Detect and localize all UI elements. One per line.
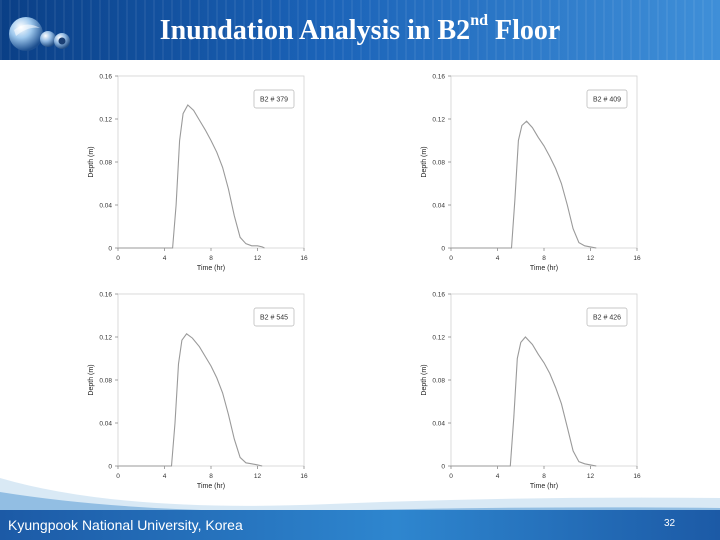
x-tick-label: 12 [254,473,262,480]
x-tick-label: 12 [254,255,262,262]
y-tick-label: 0.08 [432,378,445,385]
legend-box [586,307,628,327]
x-tick-label: 16 [300,473,308,480]
depth-series-line [451,120,597,249]
y-tick-label: 0.12 [99,117,112,124]
y-tick-label: 0.12 [432,335,445,342]
chart-b2-409: 0 0.04 0.08 0.12 0.16 0 4 8 12 16 Time (hr) Depth (… [421,74,641,273]
x-axis-label: Time (hr) [530,265,558,272]
depth-series-line [118,104,265,249]
slide-title: Inundation Analysis in B2nd Floor [159,12,561,46]
depth-series-line [118,333,263,467]
y-tick-label: 0.08 [99,160,112,167]
y-tick-label: 0.08 [99,378,112,385]
footer-bar [0,510,720,540]
y-axis-label: Depth (m) [88,146,95,177]
header-pattern [0,0,720,60]
x-tick-label: 8 [209,473,213,480]
globe-logo-icon [9,17,70,51]
y-tick-label: 0.04 [99,421,112,428]
y-tick-label: 0.16 [99,292,112,299]
chart-b2-379: 0 0.04 0.08 0.12 0.16 0 4 8 12 16 Time (hr) Depth (… [88,74,308,273]
title-superscript: nd [470,12,488,29]
y-axis-label: Depth (m) [421,364,428,395]
legend-label: B2 # 545 [260,315,288,322]
x-tick-label: 8 [542,473,546,480]
legend-box [586,89,628,109]
x-tick-label: 0 [116,473,120,480]
chart-b2-426: 0 0.04 0.08 0.12 0.16 0 4 8 12 16 Time (hr) Depth (… [421,292,641,491]
x-tick-label: 8 [209,255,213,262]
page-number: 32 [664,518,676,529]
legend-label: B2 # 379 [260,97,288,104]
x-tick-label: 0 [449,473,453,480]
legend-box [253,89,295,109]
y-tick-label: 0 [441,464,445,471]
footer-institution: Kyungpook National University, Korea [8,517,243,533]
y-tick-label: 0 [108,246,112,253]
y-tick-label: 0.04 [432,421,445,428]
y-tick-label: 0.16 [432,292,445,299]
x-axis-label: Time (hr) [530,483,558,490]
x-tick-label: 8 [542,255,546,262]
x-axis-label: Time (hr) [197,483,225,490]
chart-b2-545: 0 0.04 0.08 0.12 0.16 0 4 8 12 16 Time (hr) Depth (… [88,292,308,491]
y-tick-label: 0.12 [432,117,445,124]
y-tick-label: 0.12 [99,335,112,342]
x-tick-label: 16 [300,255,308,262]
x-tick-label: 4 [163,255,167,262]
x-tick-label: 0 [449,255,453,262]
header-bar [0,0,720,60]
x-tick-label: 4 [496,255,500,262]
y-tick-label: 0 [108,464,112,471]
x-tick-label: 0 [116,255,120,262]
x-tick-label: 16 [633,473,641,480]
x-tick-label: 12 [587,255,595,262]
y-axis-label: Depth (m) [421,146,428,177]
y-tick-label: 0.08 [432,160,445,167]
x-tick-label: 12 [587,473,595,480]
legend-label: B2 # 426 [593,315,621,322]
footer-wave [0,478,720,513]
y-tick-label: 0.04 [432,203,445,210]
depth-series-line [451,336,597,467]
y-tick-label: 0.16 [432,74,445,81]
y-tick-label: 0.16 [99,74,112,81]
y-axis-label: Depth (m) [88,364,95,395]
legend-label: B2 # 409 [593,97,621,104]
y-tick-label: 0.04 [99,203,112,210]
x-tick-label: 4 [496,473,500,480]
y-tick-label: 0 [441,246,445,253]
x-tick-label: 16 [633,255,641,262]
x-tick-label: 4 [163,473,167,480]
x-axis-label: Time (hr) [197,265,225,272]
legend-box [253,307,295,327]
